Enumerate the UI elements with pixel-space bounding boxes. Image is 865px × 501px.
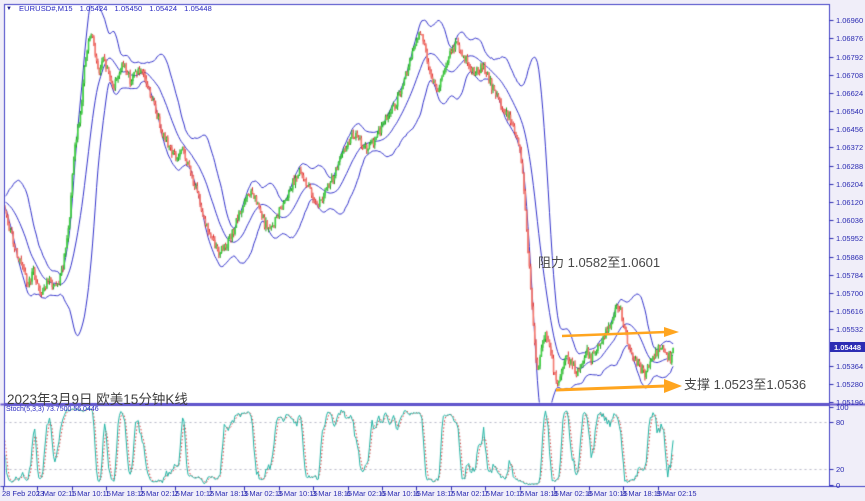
time-axis-label: 1 Mar 02:15 — [36, 489, 77, 498]
ohlc-high: 1.05450 — [114, 4, 143, 13]
price-axis-label: 1.05868 — [836, 252, 864, 262]
price-axis-label: 1.06624 — [836, 88, 864, 98]
time-axis-label: 3 Mar 02:15 — [243, 489, 284, 498]
time-axis-label: 7 Mar 18:15 — [518, 489, 559, 498]
price-axis-label: 1.06708 — [836, 70, 864, 80]
time-axis-label: 7 Mar 02:15 — [449, 489, 490, 498]
resistance-arrow[interactable] — [554, 325, 686, 341]
price-axis-label: 1.05952 — [836, 234, 864, 244]
price-axis-label: 1.06036 — [836, 216, 864, 226]
time-axis-label: 6 Mar 10:15 — [380, 489, 421, 498]
time-axis-label: 6 Mar 02:15 — [346, 489, 387, 498]
time-axis-label: 1 Mar 18:15 — [105, 489, 146, 498]
time-axis-label: 7 Mar 10:15 — [484, 489, 525, 498]
time-axis-label: 8 Mar 18:15 — [622, 489, 663, 498]
ohlc-low: 1.05424 — [149, 4, 178, 13]
time-axis-label: 8 Mar 02:15 — [553, 489, 594, 498]
time-axis-label: 1 Mar 10:15 — [70, 489, 111, 498]
time-axis-label: 8 Mar 10:15 — [587, 489, 628, 498]
support-annotation[interactable]: 支撑 1.0523至1.0536 — [684, 377, 807, 392]
support-arrow[interactable] — [548, 377, 690, 395]
price-axis-label: 1.06960 — [836, 16, 864, 26]
price-axis-label: 1.06372 — [836, 143, 864, 153]
price-axis-label: 1.05700 — [836, 288, 864, 298]
price-axis-label: 1.06288 — [836, 161, 864, 171]
date-annotation: 2023年3月9日 欧美15分钟K线 — [7, 392, 188, 407]
chevron-down-icon[interactable]: ▼ — [6, 5, 13, 12]
ohlc-open: 1.05424 — [79, 4, 108, 13]
ohlc-close: 1.05448 — [184, 4, 212, 13]
price-axis-label: 1.06120 — [836, 198, 864, 207]
stochastic-indicator-label: Stoch(5,3,3) 73.7500 56.0446 — [6, 406, 99, 413]
price-axis-label: 1.05784 — [836, 270, 864, 280]
time-axis-label: 2 Mar 18:15 — [208, 489, 249, 498]
stochastic-axis-label: 100 — [836, 402, 849, 412]
symbol-period-label: EURUSD#,M15 — [19, 4, 73, 13]
chart-header: ▼ EURUSD#,M15 1.05424 1.05450 1.05424 1.… — [6, 4, 212, 13]
stochastic-axis-label: 80 — [836, 418, 845, 428]
price-axis-label: 1.05364 — [836, 361, 864, 371]
time-axis-label: 3 Mar 18:15 — [312, 489, 353, 498]
time-axis-label: 6 Mar 18:15 — [415, 489, 456, 498]
time-axis-label: 28 Feb 2023 — [2, 489, 45, 498]
price-axis-label: 1.05280 — [836, 379, 864, 389]
current-price-tag: 1.05448 — [830, 342, 865, 352]
time-axis-label: 2 Mar 10:15 — [174, 489, 215, 498]
price-axis-label: 1.05196 — [836, 397, 864, 407]
price-axis-label: 1.06792 — [836, 52, 864, 62]
price-axis-label: 1.06540 — [836, 107, 864, 117]
price-axis-label: 1.05616 — [836, 307, 864, 317]
time-axis-label: 3 Mar 10:15 — [277, 489, 318, 498]
stochastic-axis-label: 0 — [836, 481, 841, 490]
price-axis-label: 1.06876 — [836, 34, 864, 44]
stochastic-axis-label: 20 — [836, 465, 845, 475]
resistance-annotation[interactable]: 阻力 1.0582至1.0601 — [538, 255, 661, 270]
price-axis-label: 1.06456 — [836, 125, 864, 135]
price-axis-label: 1.05532 — [836, 325, 864, 335]
time-axis-label: 9 Mar 02:15 — [656, 489, 697, 498]
price-axis-label: 1.06204 — [836, 179, 864, 189]
time-axis-label: 2 Mar 02:15 — [139, 489, 180, 498]
